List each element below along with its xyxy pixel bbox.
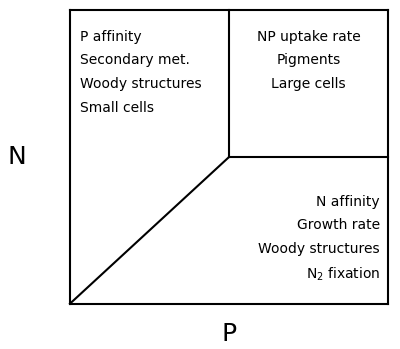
Text: N: N [8, 145, 27, 169]
Text: NP uptake rate: NP uptake rate [257, 30, 360, 44]
Text: P: P [222, 321, 236, 346]
Text: Woody structures: Woody structures [258, 242, 380, 256]
Text: N affinity: N affinity [316, 195, 380, 209]
Text: Secondary met.: Secondary met. [80, 53, 190, 67]
Text: Large cells: Large cells [271, 77, 346, 91]
Text: Pigments: Pigments [276, 53, 341, 67]
Text: P affinity: P affinity [80, 30, 142, 44]
Text: Woody structures: Woody structures [80, 77, 202, 91]
Text: Growth rate: Growth rate [297, 218, 380, 232]
Text: N$_2$ fixation: N$_2$ fixation [306, 266, 380, 283]
Text: Small cells: Small cells [80, 101, 154, 115]
